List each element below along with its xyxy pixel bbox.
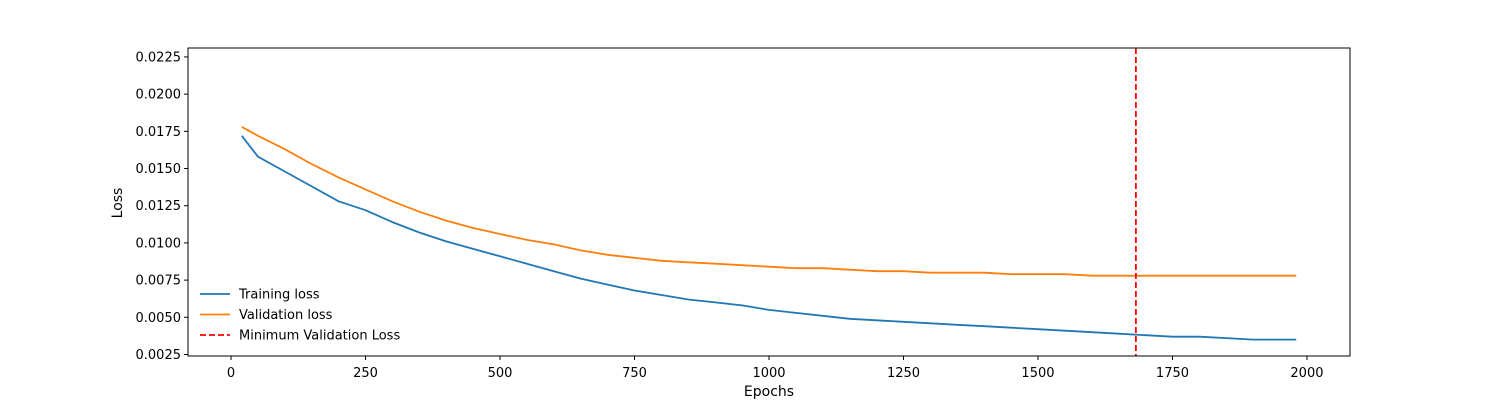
x-axis-label: Epochs [744, 384, 794, 400]
legend: Training loss Validation loss Minimum Vali… [200, 288, 400, 344]
series-layer [241, 126, 1297, 341]
x-tick-label: 1000 [752, 366, 785, 381]
legend-label: Minimum Validation Loss [239, 329, 400, 344]
y-tick-label: 0.0125 [136, 199, 182, 214]
x-tick-label: 500 [488, 366, 513, 381]
x-tick-label: 250 [353, 366, 378, 381]
legend-label: Validation loss [239, 308, 333, 323]
y-axis: 0.0025 0.0050 0.0075 0.0100 0.0125 0.0150 0.01… [136, 50, 188, 363]
x-tick-label: 0 [227, 366, 235, 381]
y-tick-label: 0.0150 [136, 162, 182, 177]
x-axis: 0 250 500 750 1000 1250 1500 1750 2000 [227, 356, 1324, 381]
y-tick-label: 0.0050 [136, 311, 182, 326]
x-tick-label: 1500 [1021, 366, 1054, 381]
y-tick-label: 0.0225 [136, 50, 182, 65]
x-tick-label: 2000 [1290, 366, 1323, 381]
y-tick-label: 0.0075 [136, 274, 182, 289]
y-tick-label: 0.0025 [136, 348, 182, 363]
y-axis-label: Loss [110, 188, 126, 219]
y-tick-label: 0.0100 [136, 236, 182, 251]
y-tick-label: 0.0200 [136, 88, 182, 103]
legend-label: Training loss [238, 288, 320, 303]
x-tick-label: 1250 [887, 366, 920, 381]
x-tick-label: 750 [622, 366, 647, 381]
series-line-1 [241, 135, 1297, 341]
x-tick-label: 1750 [1156, 366, 1189, 381]
y-tick-label: 0.0175 [136, 125, 182, 140]
series-line-2 [241, 126, 1297, 277]
